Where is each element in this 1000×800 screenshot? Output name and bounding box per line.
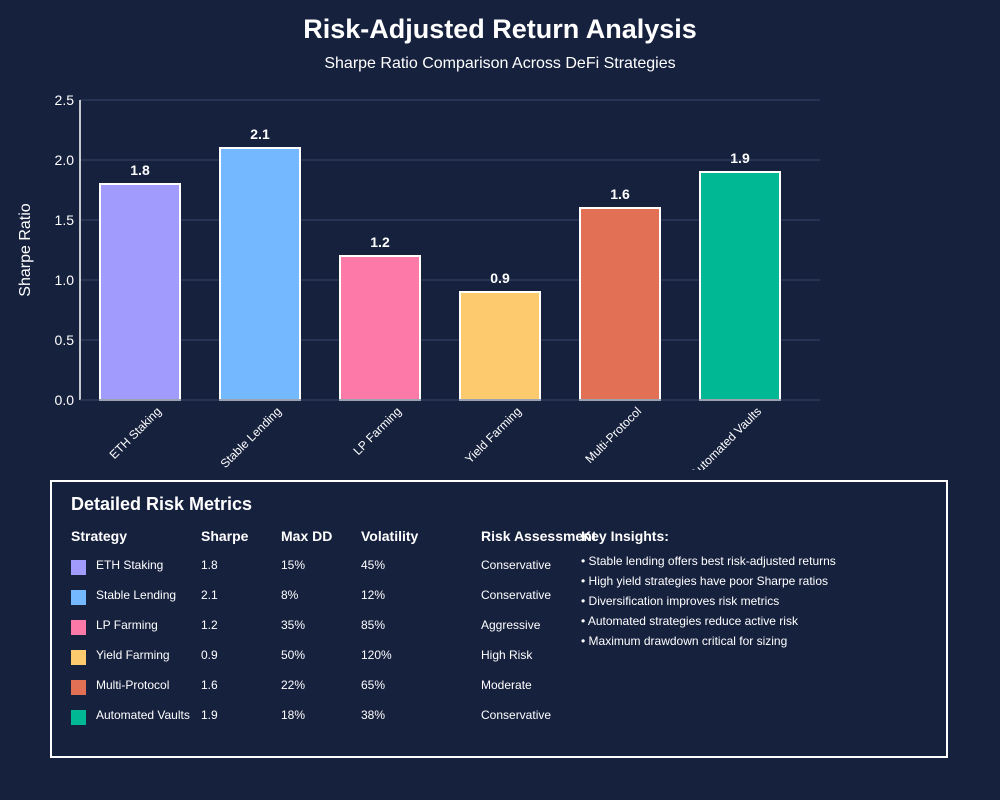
y-tick-label: 1.0 (55, 272, 75, 288)
max-dd-cell: 18% (281, 708, 306, 722)
strategy-cell: Automated Vaults (96, 708, 190, 722)
y-tick-label: 2.5 (55, 92, 75, 108)
strategy-color-swatch (71, 560, 86, 575)
strategy-color-swatch (71, 620, 86, 635)
strategy-color-swatch (71, 710, 86, 725)
risk-assessment-cell: High Risk (481, 648, 533, 662)
volatility-cell: 38% (361, 708, 386, 722)
header-sharpe: Sharpe (201, 528, 249, 544)
risk-assessment-cell: Aggressive (481, 618, 541, 632)
volatility-cell: 120% (361, 648, 392, 662)
sharpe-ratio-bar-chart: 0.0 0.5 1.0 1.5 2.0 2.5 Sharpe Ratio 1.8 ETH Sta… (17, 92, 820, 470)
header-strategy: Strategy (71, 528, 128, 544)
volatility-cell: 65% (361, 678, 386, 692)
x-tick-label: Multi-Protocol (582, 404, 644, 466)
insight-item: • High yield strategies have poor Sharpe… (581, 574, 829, 588)
y-tick-label: 0.5 (55, 332, 75, 348)
x-tick-label: Stable Lending (218, 404, 285, 470)
insight-item: • Stable lending offers best risk-adjust… (581, 554, 836, 568)
insights-title: Key Insights: (581, 528, 669, 544)
max-dd-cell: 35% (281, 618, 306, 632)
x-tick-label: Yield Farming (462, 404, 524, 466)
table-row: Automated Vaults 1.9 18% 38% Conservative (52, 706, 572, 726)
insight-item: • Maximum drawdown critical for sizing (581, 634, 788, 648)
chart-subtitle: Sharpe Ratio Comparison Across DeFi Stra… (324, 55, 676, 72)
x-tick-label: ETH Staking (107, 404, 165, 462)
risk-assessment-cell: Moderate (481, 678, 532, 692)
bar-value-label: 1.8 (130, 162, 150, 178)
sharpe-cell: 0.9 (201, 648, 218, 662)
bar-value-label: 1.9 (730, 150, 750, 166)
max-dd-cell: 8% (281, 588, 299, 602)
bar-value-label: 0.9 (490, 270, 510, 286)
insight-item: • Diversification improves risk metrics (581, 594, 780, 608)
y-tick-label: 0.0 (55, 392, 75, 408)
strategy-color-swatch (71, 650, 86, 665)
bar (219, 147, 301, 401)
strategy-cell: LP Farming (96, 618, 158, 632)
y-tick-label: 2.0 (55, 152, 75, 168)
bar (99, 183, 181, 401)
sharpe-cell: 2.1 (201, 588, 218, 602)
strategy-cell: Stable Lending (96, 588, 177, 602)
header-risk-assessment: Risk Assessment (481, 528, 597, 544)
header-max-dd: Max DD (281, 528, 333, 544)
strategy-cell: ETH Staking (96, 558, 164, 572)
risk-assessment-cell: Conservative (481, 708, 552, 722)
header-volatility: Volatility (361, 528, 419, 544)
sharpe-cell: 1.2 (201, 618, 218, 632)
table-row: Multi-Protocol 1.6 22% 65% Moderate (52, 676, 572, 696)
bar (339, 255, 421, 401)
bar (579, 207, 661, 401)
max-dd-cell: 50% (281, 648, 306, 662)
y-tick-label: 1.5 (55, 212, 75, 228)
max-dd-cell: 22% (281, 678, 306, 692)
insight-item: • Automated strategies reduce active ris… (581, 614, 798, 628)
bar (699, 171, 781, 401)
risk-assessment-cell: Conservative (481, 588, 552, 602)
sharpe-cell: 1.6 (201, 678, 218, 692)
panel-title: Detailed Risk Metrics (71, 494, 253, 514)
bar-value-label: 1.2 (370, 234, 390, 250)
bar-value-label: 1.6 (610, 186, 630, 202)
table-row: LP Farming 1.2 35% 85% Aggressive (52, 616, 572, 636)
risk-metrics-panel: Detailed Risk Metrics Strategy Sharpe Ma… (50, 480, 948, 758)
x-tick-label: LP Farming (351, 404, 405, 458)
strategy-cell: Multi-Protocol (96, 678, 170, 692)
x-tick-label: Automated Vaults (688, 404, 764, 470)
bar (459, 291, 541, 401)
table-row: Stable Lending 2.1 8% 12% Conservative (52, 586, 572, 606)
table-row: Yield Farming 0.9 50% 120% High Risk (52, 646, 572, 666)
max-dd-cell: 15% (281, 558, 306, 572)
strategy-cell: Yield Farming (96, 648, 170, 662)
sharpe-cell: 1.8 (201, 558, 218, 572)
strategy-color-swatch (71, 680, 86, 695)
volatility-cell: 12% (361, 588, 386, 602)
strategy-color-swatch (71, 590, 86, 605)
table-row: ETH Staking 1.8 15% 45% Conservative (52, 556, 572, 576)
sharpe-cell: 1.9 (201, 708, 218, 722)
volatility-cell: 45% (361, 558, 386, 572)
chart-title: Risk-Adjusted Return Analysis (303, 14, 697, 44)
y-axis-label: Sharpe Ratio (17, 203, 34, 296)
risk-assessment-cell: Conservative (481, 558, 552, 572)
volatility-cell: 85% (361, 618, 386, 632)
bar-value-label: 2.1 (250, 126, 270, 142)
